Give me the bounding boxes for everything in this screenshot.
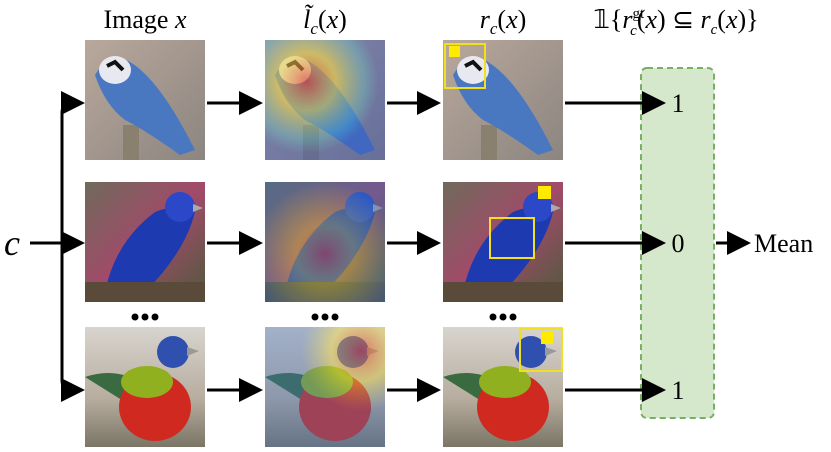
column-header: rc(x) xyxy=(480,5,527,38)
input-label: c xyxy=(4,223,20,263)
label-part: x xyxy=(725,5,738,34)
label-part: x xyxy=(645,5,658,34)
heatmap xyxy=(265,182,385,302)
label-part: c xyxy=(630,23,637,39)
image xyxy=(85,327,205,447)
aggregate-label: Mean xyxy=(754,229,813,258)
output-value: 1 xyxy=(672,89,685,118)
label-part: ( xyxy=(717,5,726,34)
image xyxy=(85,182,205,302)
aggregation-box xyxy=(640,67,715,419)
label-part: ( xyxy=(318,5,327,34)
gt-point xyxy=(538,186,551,199)
arrows xyxy=(30,91,751,402)
label-part: x xyxy=(326,5,339,34)
label-part: x xyxy=(505,5,518,34)
label-part: gt xyxy=(632,6,645,22)
label-part: r xyxy=(701,5,712,34)
label-part: ( xyxy=(497,5,506,34)
indicator-header: 𝟙{rgt c(x) ⊆ rc(x)} xyxy=(593,5,758,39)
gt-point xyxy=(541,332,553,344)
label-part: r xyxy=(622,5,633,34)
image-grid xyxy=(83,38,565,447)
label-part: ) ⊆ xyxy=(657,5,700,34)
column-header: l̃c(x) xyxy=(303,5,347,38)
image xyxy=(83,38,207,162)
output-value: 0 xyxy=(672,229,685,258)
column-header: Image x xyxy=(103,5,186,34)
label-part: Image xyxy=(103,5,174,34)
label-part: c xyxy=(310,19,318,38)
region-box xyxy=(444,43,486,89)
image xyxy=(441,38,565,162)
region-box xyxy=(489,217,535,259)
output-value: 1 xyxy=(672,376,685,405)
label-part: x xyxy=(174,5,187,34)
image xyxy=(443,327,563,447)
label-part: l̃ xyxy=(303,5,314,34)
ellipsis xyxy=(131,313,692,324)
image xyxy=(443,182,563,302)
label-part: )} xyxy=(738,5,759,34)
label-part: c xyxy=(490,19,498,38)
region-box xyxy=(519,328,563,372)
label-part: r xyxy=(480,5,491,34)
label-part: ) xyxy=(518,5,527,34)
heatmap xyxy=(265,327,385,447)
label-part: ) xyxy=(338,5,347,34)
label-part: c xyxy=(711,22,718,38)
label-part: 𝟙{ xyxy=(593,5,622,34)
gt-point xyxy=(449,46,460,57)
heatmap xyxy=(265,40,385,160)
label-part: ( xyxy=(637,5,646,34)
